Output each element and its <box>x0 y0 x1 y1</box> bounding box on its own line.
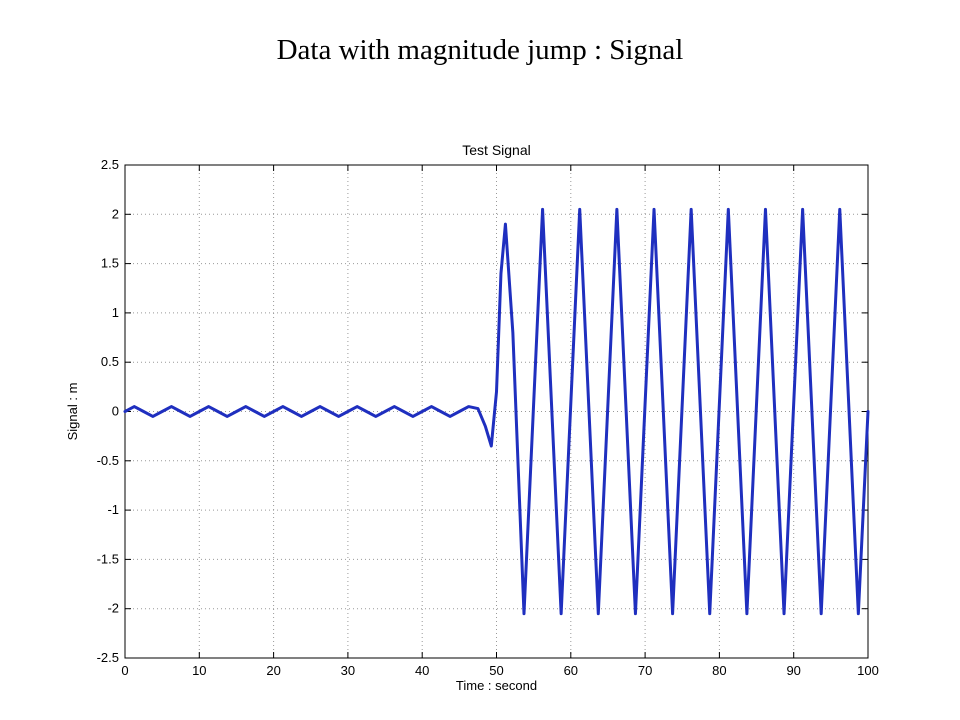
y-tick-label: 0 <box>112 404 119 419</box>
y-tick-labels: -2.5 -2 -1.5 -1 -0.5 0 0.5 1 1.5 2 2.5 <box>97 157 119 665</box>
chart-title: Test Signal <box>462 142 530 158</box>
x-tick-label: 20 <box>266 663 280 678</box>
y-tick-label: -1 <box>107 502 119 517</box>
y-tick-label: -0.5 <box>97 453 119 468</box>
y-tick-label: -2 <box>107 601 119 616</box>
y-tick-label: -1.5 <box>97 551 119 566</box>
x-tick-label: 0 <box>121 663 128 678</box>
x-tick-label: 90 <box>786 663 800 678</box>
x-tick-label: 30 <box>341 663 355 678</box>
y-tick-label: 2 <box>112 206 119 221</box>
y-tick-label: 1.5 <box>101 256 119 271</box>
x-tick-label: 10 <box>192 663 206 678</box>
x-tick-label: 80 <box>712 663 726 678</box>
x-tick-label: 40 <box>415 663 429 678</box>
x-tick-label: 70 <box>638 663 652 678</box>
x-tick-label: 60 <box>564 663 578 678</box>
series-line <box>123 207 870 616</box>
x-tick-label: 50 <box>489 663 503 678</box>
slide-title: Data with magnitude jump : Signal <box>276 34 684 66</box>
y-axis-label: Signal : m <box>65 383 80 441</box>
tick-marks <box>124 164 869 659</box>
y-tick-label: -2.5 <box>97 650 119 665</box>
y-tick-label: 2.5 <box>101 157 119 172</box>
x-axis-label: Time : second <box>456 678 537 693</box>
x-tick-labels: 0 10 20 30 40 50 60 70 80 90 100 <box>121 663 878 678</box>
y-tick-label: 1 <box>112 305 119 320</box>
y-tick-label: 0.5 <box>101 354 119 369</box>
x-tick-label: 100 <box>857 663 879 678</box>
